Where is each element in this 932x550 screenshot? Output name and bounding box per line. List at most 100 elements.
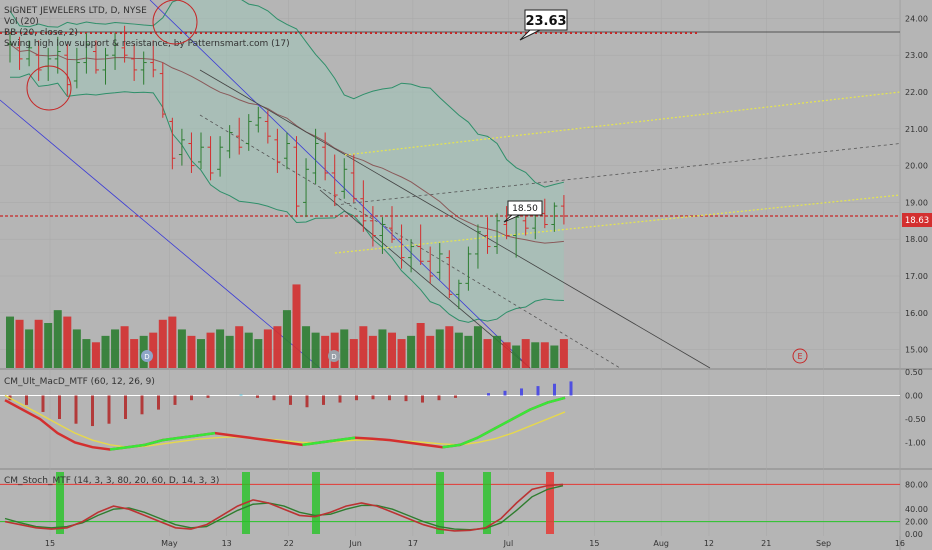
macd-rising-segment [511, 408, 531, 421]
vol-legend: Vol (20) [4, 17, 39, 27]
volume-bar [244, 332, 253, 368]
macd-rising-segment [127, 443, 146, 449]
macd-histogram-bar [74, 395, 78, 424]
macd-rising-segment [442, 443, 461, 449]
macd-histogram-bar [157, 395, 160, 410]
price-tick-label: 17.00 [905, 272, 928, 281]
volume-bar [397, 339, 406, 368]
stoch-oversold-highlight [312, 472, 320, 534]
price-tick-label: 23.00 [905, 51, 928, 60]
upchannel-top [344, 91, 901, 156]
macd-histogram-bar [272, 395, 276, 401]
volume-bar [311, 332, 320, 368]
bb-basis [9, 43, 564, 244]
macd-histogram-bar [338, 395, 342, 403]
stoch-tick-label: 0.00 [905, 530, 923, 539]
price-tick-label: 18.00 [905, 235, 928, 244]
stoch-k-line [4, 483, 564, 532]
stoch-tick-label: 20.00 [905, 518, 928, 527]
volume-bar [512, 345, 521, 368]
macd-histogram-bar [91, 395, 94, 427]
downtrend-1 [199, 69, 711, 369]
price-callout: 18.50 [503, 200, 543, 223]
price-tick-label: 19.00 [905, 198, 928, 207]
earnings-marker: E [792, 348, 808, 364]
macd-histogram-bar [503, 390, 507, 396]
volume-bar [282, 310, 291, 368]
chart-title: SIGNET JEWELERS LTD, D, NYSE [4, 6, 147, 16]
volume-bar [120, 326, 129, 368]
macd-histogram-bar [487, 393, 490, 396]
volume-bar [15, 319, 24, 368]
volume-bar [454, 332, 463, 368]
time-tick-label: 21 [761, 539, 771, 548]
volume-bar [216, 329, 225, 368]
volume-bar [235, 326, 244, 368]
macd-histogram-bar [355, 395, 358, 401]
volume-bar [273, 326, 282, 368]
macd-histogram-bar [454, 395, 457, 398]
stoch-panel: 80.00 40.00 20.00 0.00 [0, 472, 928, 539]
volume-bar [349, 339, 358, 368]
macd-histogram-bar [305, 395, 309, 408]
time-tick-label: 22 [284, 539, 294, 548]
macd-histogram-bar [41, 395, 45, 412]
volume-bar [34, 319, 43, 368]
volume-bar [521, 339, 530, 368]
stoch-oversold-highlight [56, 472, 64, 534]
macd-rising-segment [109, 445, 128, 451]
last-price-tag: 18.63 [902, 213, 932, 227]
macd-histogram-bar [437, 395, 441, 401]
macd-histogram-bar [107, 395, 111, 424]
macd-rising-segment [144, 438, 163, 447]
stoch-overbought-highlight [546, 472, 554, 534]
volume-bars [6, 284, 568, 368]
volume-bar [550, 345, 559, 368]
volume-bar [559, 339, 568, 368]
axis-labels: 24.00 23.00 22.00 21.00 20.00 19.00 18.00 17.00… [45, 14, 928, 548]
volume-bar [502, 342, 511, 368]
volume-bar [206, 332, 215, 368]
volume-bar [359, 326, 368, 368]
time-tick-label: 17 [408, 539, 418, 548]
time-tick-label: 13 [222, 539, 232, 548]
macd-rising-segment [459, 436, 478, 447]
volume-bar [91, 342, 100, 368]
volume-bar [464, 335, 473, 368]
price-tick-label: 22.00 [905, 88, 928, 97]
stoch-tick-label: 80.00 [905, 480, 928, 489]
dividend-label-2: D [331, 353, 336, 361]
macd-histogram-bar [553, 383, 556, 396]
volume-bar [130, 339, 139, 368]
volume-bar [149, 332, 158, 368]
upchannel-bottom [334, 194, 901, 254]
price-tick-label: 21.00 [905, 125, 928, 134]
last-price-value: 18.63 [905, 216, 929, 226]
macd-histogram-bar [371, 395, 375, 400]
macd-title: CM_Ult_MacD_MTF (60, 12, 26, 9) [4, 377, 155, 387]
macd-histogram-bar [256, 395, 259, 398]
time-tick-label: May [161, 539, 178, 548]
macd-histogram-bar [536, 386, 540, 396]
macd-tick-label: -0.50 [905, 415, 926, 424]
macd-rising-segment [319, 438, 338, 444]
time-tick-label: 15 [45, 539, 55, 548]
macd-tick-label: -1.00 [905, 439, 926, 448]
volume-bar [44, 323, 53, 368]
macd-histogram-bar [25, 395, 28, 405]
macd-histogram-bar [190, 395, 193, 401]
stoch-oversold-highlight [483, 472, 491, 534]
resistance-value: 23.63 [525, 14, 566, 29]
bb-legend: BB (20, close, 2) [4, 28, 78, 38]
macd-rising-segment [494, 417, 514, 430]
volume-bar [53, 310, 62, 368]
macd-histogram-bar [124, 395, 127, 419]
macd-histogram-bar [421, 395, 424, 403]
bb-lower [10, 73, 564, 323]
time-tick-label: Sep [816, 539, 831, 548]
macd-histogram-bar [140, 395, 144, 415]
macd-rising-segment [337, 436, 356, 442]
volume-bar [111, 329, 120, 368]
macd-tick-label: 0.00 [905, 392, 923, 401]
